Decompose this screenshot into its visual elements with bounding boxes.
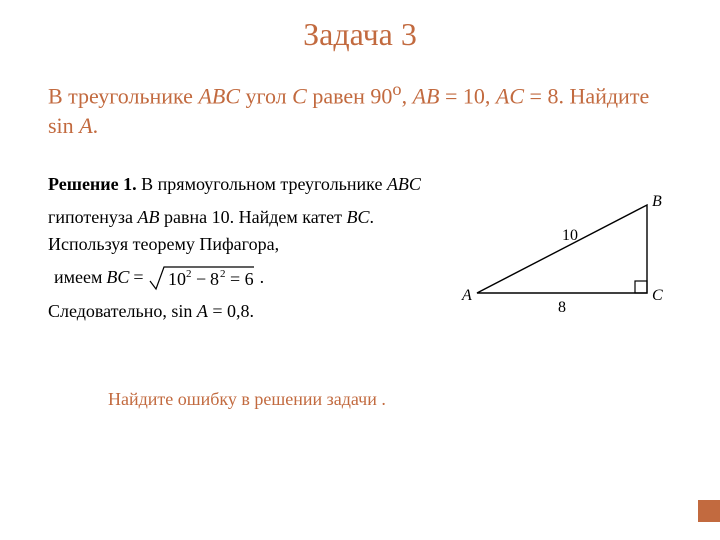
footer-note: Найдите ошибку в решении задачи . [108,389,672,410]
text: = 0,8. [208,301,254,321]
sqrt-expression: 10 2 − 8 2 = 6 [148,264,256,292]
c: C [292,83,307,108]
degree: о [392,79,401,99]
a: A [79,113,92,138]
content-row: Решение 1. В прямоугольном треугольнике … [48,171,672,335]
abc: ABC [198,83,240,108]
ac: AC [496,83,524,108]
a: A [197,301,208,321]
label-ab: 10 [562,227,578,245]
svg-text:2: 2 [186,268,192,280]
triangle-svg [462,175,672,335]
bc: BC [347,207,370,227]
problem-statement: В треугольнике ABC угол C равен 90о, AB … [48,77,672,141]
text: , [402,83,413,108]
label-c: C [652,287,663,305]
solution-block: Решение 1. В прямоугольном треугольнике … [48,171,446,331]
svg-text:8: 8 [210,269,219,289]
text: гипотенуза [48,207,138,227]
slide-title: Задача 3 [48,16,672,53]
svg-text:10: 10 [168,269,186,289]
ab: AB [138,207,160,227]
text: угол [240,83,292,108]
solution-line-2: гипотенуза AB равна 10. Найдем катет BC.… [48,204,446,258]
right-angle-icon [635,281,647,293]
label-ac: 8 [558,299,566,317]
period: . [260,264,265,291]
triangle-shape [477,205,647,293]
text: равна 10. Найдем катет [160,207,347,227]
text: имеем [54,264,102,291]
text: равен 90 [307,83,393,108]
solution-line-3: имеем BC = 10 2 − 8 2 = 6 . [54,264,446,292]
text: Следовательно, sin [48,301,197,321]
solution-line-1: Решение 1. В прямоугольном треугольнике … [48,171,446,198]
text: . [93,113,99,138]
label-b: B [652,193,662,211]
svg-text:= 6: = 6 [230,269,254,289]
svg-text:2: 2 [220,268,226,280]
label-a: A [462,287,472,305]
text: = 10, [439,83,495,108]
slide: Задача 3 В треугольнике ABC угол C равен… [0,0,720,540]
bold: Решение 1. [48,174,137,194]
solution-line-4: Следовательно, sin A = 0,8. [48,298,446,325]
text: В треугольнике [48,83,198,108]
ab: AB [413,83,440,108]
bc: BC [106,264,129,291]
abc: ABC [387,174,421,194]
triangle-figure: A B C 10 8 [462,175,672,335]
equals: = [133,264,143,291]
svg-text:−: − [196,269,206,289]
text: В прямоугольном треугольнике [137,174,387,194]
corner-accent-icon [698,500,720,522]
